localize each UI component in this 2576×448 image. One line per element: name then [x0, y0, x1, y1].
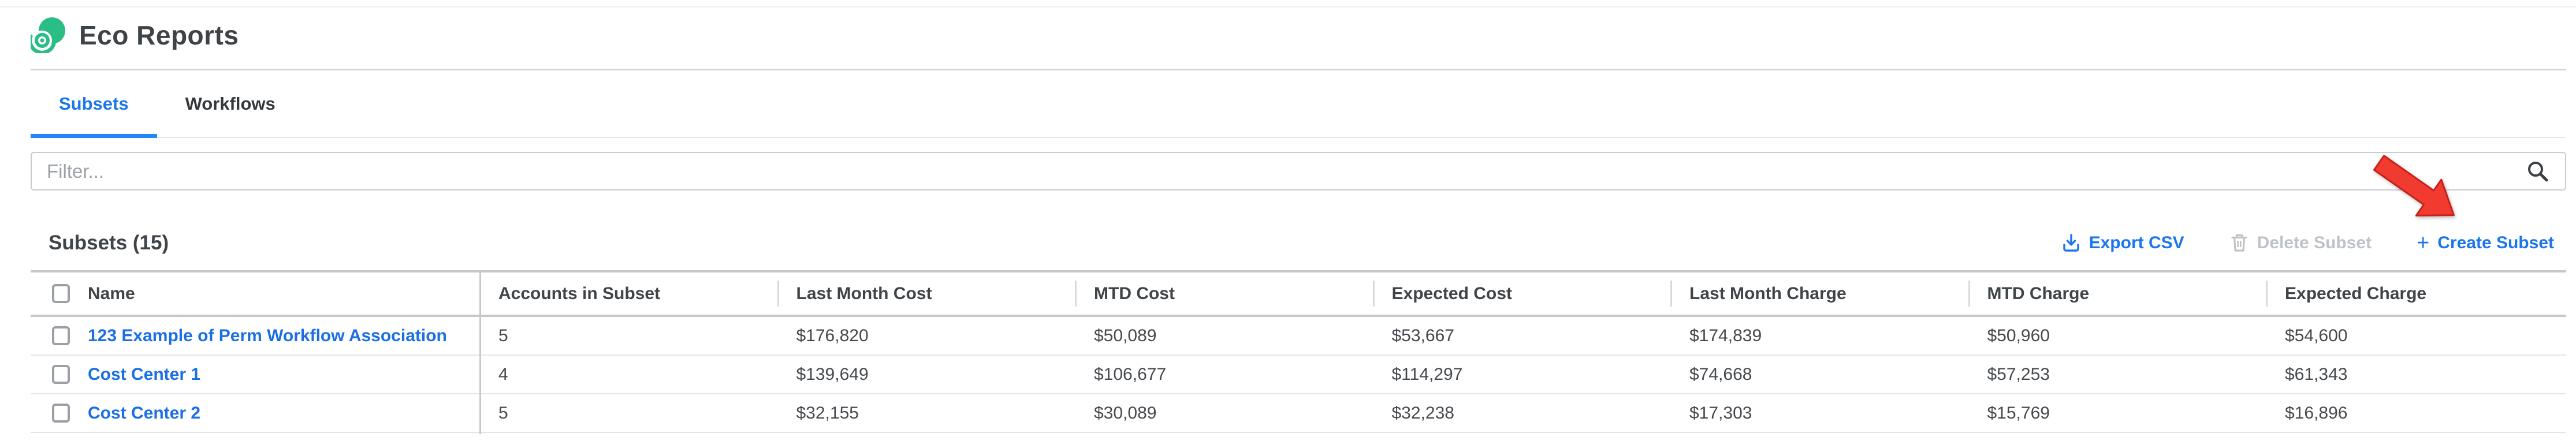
select-all-checkbox[interactable]: [52, 284, 70, 303]
section-title: Subsets (15): [49, 232, 169, 254]
cell-last-month-cost: $176,820: [796, 326, 869, 345]
row-checkbox[interactable]: [52, 404, 70, 423]
tab-workflows-label: Workflows: [185, 93, 276, 114]
column-header-last-month-cost: Last Month Cost: [777, 272, 1075, 315]
cell-mtd-cost: $30,089: [1094, 403, 1157, 423]
cell-accounts: 5: [498, 403, 508, 423]
row-checkbox[interactable]: [52, 326, 70, 345]
cell-expected-charge: $61,343: [2285, 364, 2348, 384]
cell-mtd-charge: $15,769: [1987, 403, 2050, 423]
column-header-expected-charge: Expected Charge: [2266, 272, 2566, 315]
cell-expected-cost: $53,667: [1391, 326, 1454, 345]
subset-name-link[interactable]: Cost Center 1: [88, 364, 201, 384]
delete-subset-label: Delete Subset: [2257, 233, 2372, 252]
delete-subset-button[interactable]: Delete Subset: [2229, 233, 2372, 253]
cell-mtd-cost: $50,089: [1094, 326, 1157, 345]
tab-subsets[interactable]: Subsets: [31, 70, 157, 138]
cell-accounts: 5: [498, 326, 508, 345]
table-row: Cost Center 2 5 $32,155 $30,089 $32,238 …: [31, 394, 2566, 433]
cell-last-month-charge: $17,303: [1689, 403, 1752, 423]
table-row: Cost Center 1 4 $139,649 $106,677 $114,2…: [31, 356, 2566, 394]
toolbar-actions: Export CSV Delete Subset + Create Subset: [2061, 231, 2566, 255]
cell-last-month-charge: $174,839: [1689, 326, 1762, 345]
tab-subsets-label: Subsets: [59, 93, 129, 114]
column-header-last-month-charge: Last Month Charge: [1670, 272, 1968, 315]
row-name-cell: Cost Center 2: [31, 394, 479, 432]
name-column-divider: [479, 270, 481, 434]
table-header-row: Name Accounts in Subset Last Month Cost …: [31, 270, 2566, 317]
app-header: Eco Reports: [31, 17, 239, 53]
eco-logo-icon: [31, 17, 65, 53]
subset-name-link[interactable]: 123 Example of Perm Workflow Association: [88, 326, 447, 345]
tab-bar: Subsets Workflows: [31, 70, 2566, 138]
table-row: 123 Example of Perm Workflow Association…: [31, 317, 2566, 356]
row-name-cell: 123 Example of Perm Workflow Association: [31, 317, 479, 354]
cell-expected-cost: $114,297: [1391, 364, 1463, 384]
page-title: Eco Reports: [79, 20, 239, 50]
cell-mtd-charge: $57,253: [1987, 364, 2050, 384]
tab-workflows[interactable]: Workflows: [157, 70, 304, 137]
subsets-table: Name Accounts in Subset Last Month Cost …: [31, 270, 2566, 434]
create-subset-button[interactable]: + Create Subset: [2417, 231, 2554, 255]
cell-mtd-charge: $50,960: [1987, 326, 2050, 345]
cell-mtd-cost: $106,677: [1094, 364, 1167, 384]
header-name-cell: Name: [31, 272, 479, 315]
download-icon: [2063, 234, 2079, 252]
row-checkbox[interactable]: [52, 365, 70, 384]
window-top-edge: [0, 6, 2576, 8]
column-header-accounts: Accounts in Subset: [498, 283, 661, 303]
cell-last-month-cost: $32,155: [796, 403, 859, 423]
column-header-mtd-charge: MTD Charge: [1968, 272, 2266, 315]
column-header-mtd-cost: MTD Cost: [1075, 272, 1373, 315]
column-header-expected-cost: Expected Cost: [1372, 272, 1671, 315]
filter-input[interactable]: [31, 152, 2566, 191]
header-divider: [31, 69, 2566, 70]
cell-last-month-cost: $139,649: [796, 364, 869, 384]
row-name-cell: Cost Center 1: [31, 356, 479, 393]
column-header-name: Name: [88, 283, 135, 303]
export-csv-button[interactable]: Export CSV: [2061, 233, 2184, 253]
create-subset-label: Create Subset: [2437, 233, 2554, 252]
export-csv-label: Export CSV: [2089, 233, 2184, 252]
subset-name-link[interactable]: Cost Center 2: [88, 403, 201, 423]
cell-expected-charge: $54,600: [2285, 326, 2348, 345]
cell-last-month-charge: $74,668: [1689, 364, 1752, 384]
cell-expected-cost: $32,238: [1391, 403, 1454, 423]
table-toolbar: Subsets (15) Export CSV Delete Subset + …: [31, 230, 2566, 256]
search-icon[interactable]: [2526, 159, 2550, 184]
filter-bar: [31, 152, 2566, 191]
trash-icon: [2231, 234, 2247, 252]
plus-icon: +: [2417, 231, 2430, 255]
cell-accounts: 4: [498, 364, 508, 384]
cell-expected-charge: $16,896: [2285, 403, 2348, 423]
